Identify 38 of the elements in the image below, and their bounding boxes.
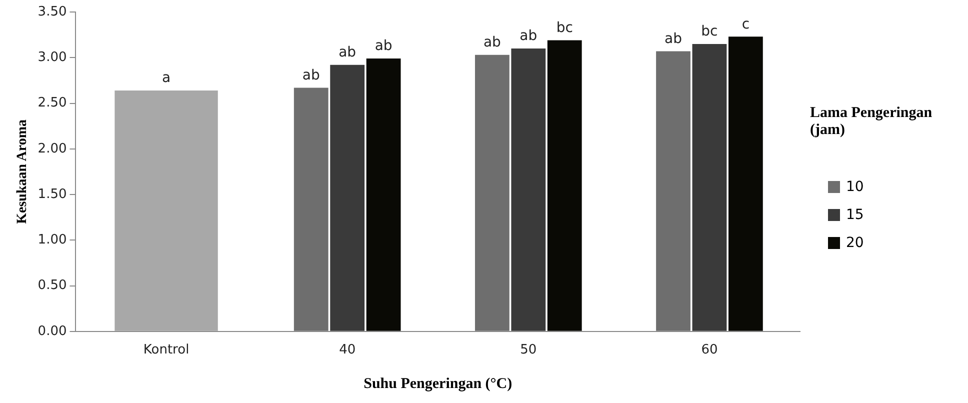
data-label: bc [556, 20, 573, 36]
bar [294, 88, 328, 331]
y-tick-label: 0.50 [38, 278, 67, 294]
y-tick-label: 3.50 [38, 4, 67, 20]
legend-label: 15 [846, 207, 864, 223]
legend-title: Lama Pengeringan (jam) [810, 105, 934, 139]
y-axis-title: Kesukaan Aroma [15, 120, 30, 224]
bar [366, 58, 401, 331]
bar [547, 40, 582, 331]
bar [728, 36, 763, 331]
data-label: a [162, 70, 171, 86]
x-tick-label: 50 [520, 342, 537, 358]
data-label: bc [701, 24, 718, 40]
x-tick-label: Kontrol [143, 342, 190, 358]
data-label: ab [664, 30, 682, 47]
x-tick-label: 40 [339, 342, 356, 358]
legend-label: 20 [846, 235, 864, 251]
y-tick-label: 1.00 [38, 232, 67, 248]
x-tick-label: 60 [701, 342, 718, 358]
bar [114, 90, 218, 331]
bar [692, 44, 727, 331]
y-tick-label: 0.00 [38, 324, 67, 339]
y-tick-label: 1.50 [38, 186, 67, 202]
x-axis-title: Suhu Pengeringan (°C) [364, 376, 512, 392]
data-label: c [742, 16, 750, 32]
bar [511, 48, 546, 331]
data-label: ab [302, 67, 320, 84]
data-label: ab [338, 44, 356, 61]
y-tick-label: 2.50 [38, 96, 67, 111]
bar [330, 64, 365, 331]
legend-label: 10 [846, 179, 864, 195]
y-tick-label: 3.00 [38, 50, 67, 66]
bar [474, 54, 510, 331]
data-label: ab [374, 38, 392, 54]
data-label: ab [483, 34, 502, 51]
y-tick-label: 2.00 [38, 141, 67, 156]
data-label: ab [520, 28, 538, 44]
bar [656, 51, 690, 331]
